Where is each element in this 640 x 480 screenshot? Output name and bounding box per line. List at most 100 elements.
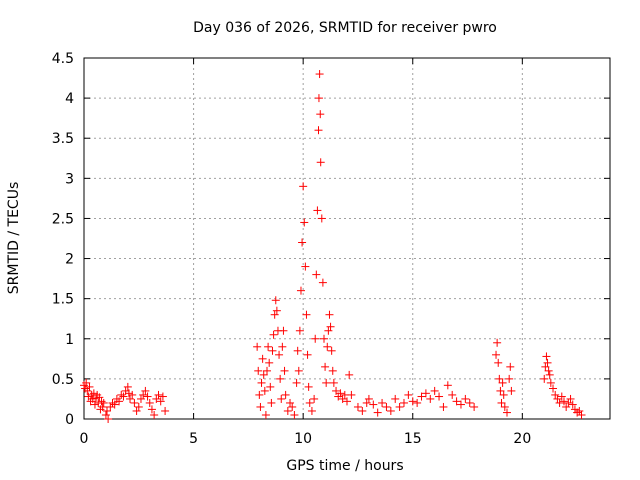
data-point <box>319 334 328 343</box>
data-point <box>119 392 128 401</box>
data-point <box>546 378 555 387</box>
y-tick-label: 1 <box>65 332 74 348</box>
data-point <box>562 402 571 411</box>
data-point <box>264 342 273 351</box>
data-point <box>553 394 562 403</box>
data-point <box>150 410 159 419</box>
data-point <box>259 370 268 379</box>
data-point <box>115 397 124 406</box>
data-point <box>277 394 286 403</box>
data-point <box>272 306 281 315</box>
data-point <box>540 374 549 383</box>
data-point <box>362 398 371 407</box>
data-point <box>557 392 566 401</box>
y-tick-label: 3.5 <box>52 131 74 147</box>
data-point <box>310 394 319 403</box>
data-point <box>99 398 108 407</box>
data-point <box>353 402 362 411</box>
data-point <box>426 394 435 403</box>
data-point <box>88 394 97 403</box>
data-point <box>452 397 461 406</box>
data-point <box>577 410 586 419</box>
data-point <box>156 397 165 406</box>
data-point <box>439 402 448 411</box>
data-point <box>541 362 550 371</box>
data-point <box>286 398 295 407</box>
data-point <box>404 390 413 399</box>
data-point <box>500 402 509 411</box>
data-point <box>316 110 325 119</box>
data-point <box>143 392 152 401</box>
data-point <box>269 330 278 339</box>
data-point <box>255 390 264 399</box>
data-point <box>315 70 324 79</box>
data-point <box>493 338 502 347</box>
data-point <box>313 206 322 215</box>
data-point <box>506 362 515 371</box>
data-point <box>332 386 341 395</box>
data-point <box>108 398 117 407</box>
data-point <box>307 406 316 415</box>
data-point <box>253 342 262 351</box>
data-point <box>322 378 331 387</box>
data-point <box>326 322 335 331</box>
data-point <box>312 270 321 279</box>
y-tick-label: 4.5 <box>52 51 74 67</box>
data-point <box>106 402 115 411</box>
data-point <box>317 214 326 223</box>
data-point <box>265 358 274 367</box>
data-point <box>268 346 277 355</box>
data-point <box>311 334 320 343</box>
data-point <box>275 350 284 359</box>
data-point <box>314 126 323 135</box>
data-point <box>456 400 465 409</box>
data-point <box>124 389 133 398</box>
data-point <box>85 382 94 391</box>
data-point <box>495 374 504 383</box>
data-point <box>263 366 272 375</box>
data-point <box>465 398 474 407</box>
data-point <box>147 405 156 414</box>
y-axis-label: SRMTID / TECUs <box>6 182 22 295</box>
data-point <box>378 398 387 407</box>
data-point <box>128 390 137 399</box>
data-point <box>123 382 132 391</box>
data-point <box>391 394 400 403</box>
x-tick-label: 0 <box>80 431 89 447</box>
data-point <box>104 415 113 423</box>
data-point <box>497 398 506 407</box>
data-point <box>507 386 516 395</box>
data-point <box>280 366 289 375</box>
data-point <box>293 346 302 355</box>
data-point <box>292 378 301 387</box>
data-point <box>260 386 269 395</box>
x-tick-label: 5 <box>189 431 198 447</box>
data-point <box>84 392 93 401</box>
data-point <box>413 398 422 407</box>
data-point <box>258 354 267 363</box>
data-point <box>279 326 288 335</box>
data-point <box>338 394 347 403</box>
data-point <box>324 326 333 335</box>
data-point <box>559 397 568 406</box>
data-point <box>430 386 439 395</box>
data-point <box>421 389 430 398</box>
data-point <box>271 296 280 305</box>
y-tick-label: 0 <box>65 412 74 428</box>
data-point <box>257 378 266 387</box>
data-point <box>270 310 279 319</box>
x-tick-label: 20 <box>513 431 531 447</box>
data-point <box>303 350 312 359</box>
data-point <box>373 408 382 417</box>
data-point <box>336 389 345 398</box>
y-tick-label: 3 <box>65 171 74 187</box>
data-point <box>139 390 148 399</box>
data-point <box>136 394 145 403</box>
data-point <box>568 400 577 409</box>
data-point <box>152 394 161 403</box>
y-tick-label: 2 <box>65 252 74 268</box>
data-point <box>555 398 564 407</box>
data-point <box>566 394 575 403</box>
data-point <box>103 406 112 415</box>
